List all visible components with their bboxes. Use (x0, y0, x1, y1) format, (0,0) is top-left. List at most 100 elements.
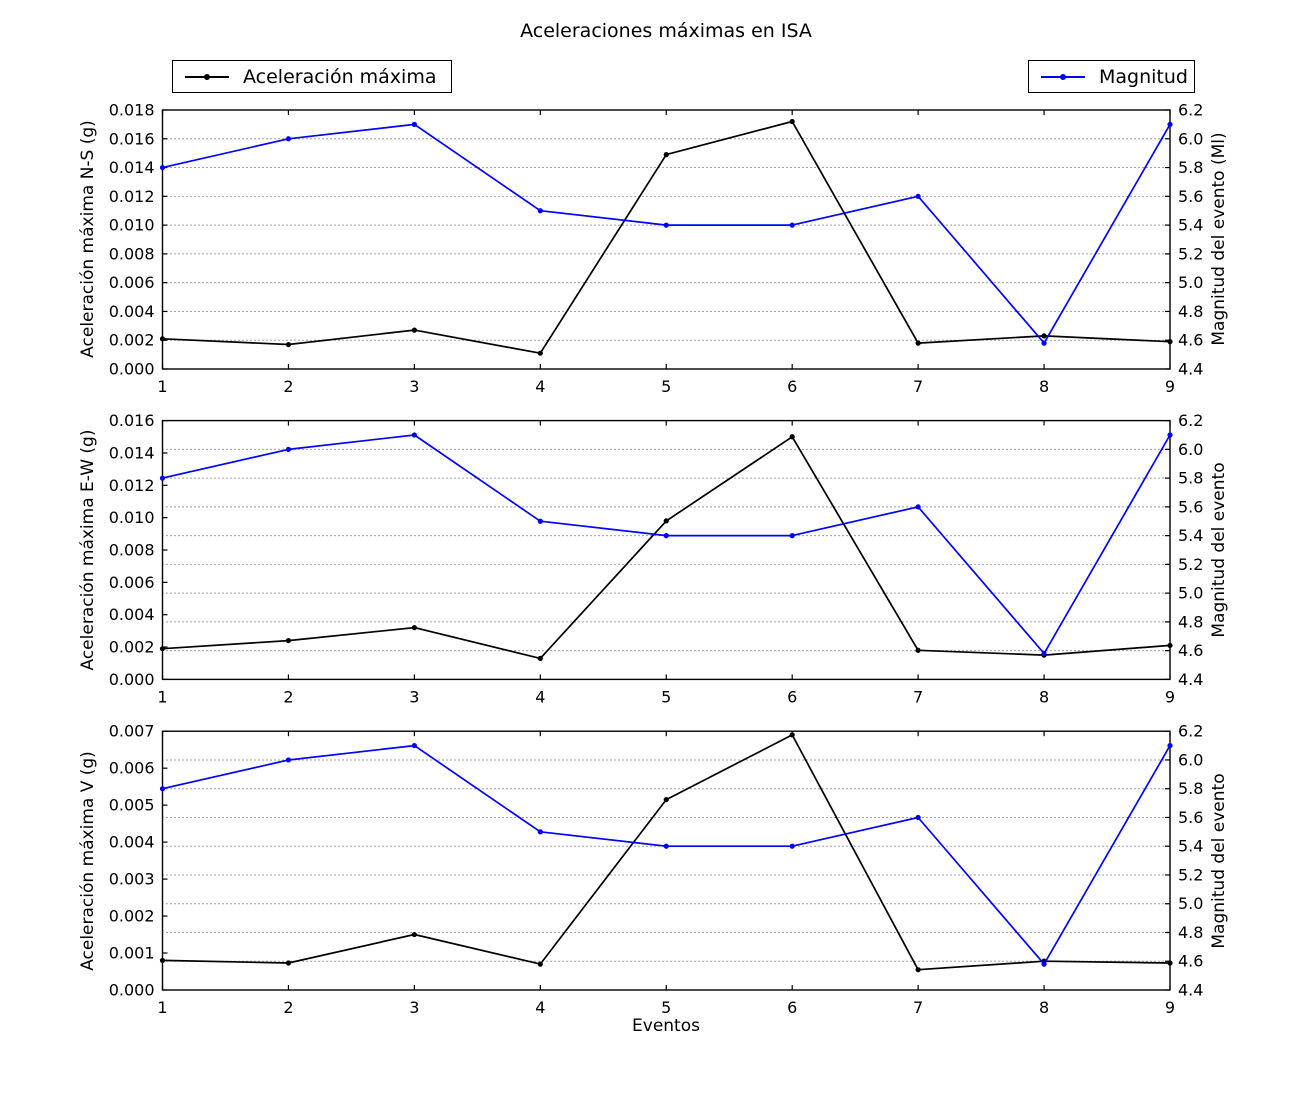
x-tick-label-ew: 1 (157, 687, 167, 706)
y-tick-label-left-v: 0.006 (109, 759, 155, 778)
y-tick-label-left-v: 0.000 (109, 981, 155, 1000)
magnitude-marker-ns (411, 121, 417, 127)
y-tick-label-right-ew: 4.4 (1178, 670, 1203, 689)
x-tick-label-ns: 2 (283, 377, 293, 396)
plot-border-ns (161, 109, 1171, 370)
y-tick-label-left-v: 0.001 (109, 944, 155, 963)
acceleration-marker-v (411, 931, 417, 938)
x-tick-label-ew: 7 (913, 687, 923, 706)
y-tick-label-left-ns: 0.014 (109, 158, 155, 177)
y-tick-label-left-v: 0.003 (109, 870, 155, 889)
acceleration-marker-v (915, 967, 921, 973)
acceleration-marker-ns (1167, 339, 1173, 345)
y-tick-label-right-ew: 6.0 (1178, 440, 1203, 459)
magnitude-marker-v (789, 843, 795, 849)
x-tick-label-ns: 1 (157, 377, 167, 396)
acceleration-marker-ew (915, 647, 921, 653)
y-tick-label-right-ns: 5.4 (1178, 216, 1203, 235)
y-tick-label-right-ew: 4.6 (1178, 641, 1203, 660)
acceleration-marker-ns (537, 350, 543, 356)
y-tick-label-left-ew: 0.004 (109, 605, 155, 624)
acceleration-marker-v (159, 957, 166, 964)
ylabel-left-ns: Aceleración máxima N-S (g) (78, 120, 98, 358)
magnitude-marker-ns (915, 193, 921, 199)
magnitude-marker-v (1041, 961, 1047, 967)
magnitude-line-v (162, 744, 1171, 965)
x-tick-label-ns: 5 (661, 377, 671, 396)
ylabel-left-v: Aceleración máxima V (g) (78, 751, 98, 971)
acceleration-marker-ew (1167, 642, 1173, 649)
magnitude-marker-v (537, 829, 543, 835)
y-tick-label-left-ns: 0.010 (109, 216, 155, 235)
chart-title: Aceleraciones máximas en ISA (520, 20, 812, 42)
magnitude-marker-ew (159, 475, 166, 481)
y-tick-label-right-ns: 4.4 (1178, 360, 1203, 379)
acceleration-marker-v (285, 960, 292, 966)
y-tick-label-left-ew: 0.016 (109, 411, 155, 430)
y-tick-label-right-v: 6.2 (1178, 722, 1203, 741)
x-tick-label-ew: 8 (1039, 687, 1049, 706)
legend-acceleration-label: Aceleración máxima (243, 65, 437, 88)
y-tick-label-right-ew: 5.4 (1178, 526, 1203, 545)
magnitude-marker-ns (663, 222, 669, 228)
xlabel-eventos: Eventos (632, 1016, 700, 1036)
magnitude-marker-v (915, 814, 921, 821)
magnitude-marker-ew (411, 432, 417, 438)
magnitude-marker-v (1167, 742, 1173, 749)
y-tick-label-left-ew: 0.014 (109, 443, 155, 462)
magnitude-line-ew (162, 434, 1171, 655)
x-tick-label-v: 4 (535, 998, 545, 1017)
magnitude-marker-ns (159, 164, 166, 171)
x-tick-label-ew: 2 (283, 687, 293, 706)
y-tick-label-left-ns: 0.018 (109, 101, 155, 120)
y-tick-label-right-ns: 6.0 (1178, 129, 1203, 148)
y-tick-label-right-ew: 5.8 (1178, 469, 1203, 488)
y-tick-label-right-ns: 5.0 (1178, 273, 1203, 292)
y-tick-label-left-ew: 0.000 (109, 670, 155, 689)
y-tick-label-left-ew: 0.010 (109, 508, 155, 527)
x-tick-label-ns: 3 (409, 377, 419, 396)
acceleration-marker-ew (285, 637, 292, 644)
acceleration-marker-ew (159, 646, 166, 652)
y-tick-label-right-ns: 4.8 (1178, 302, 1203, 321)
y-tick-label-right-v: 4.4 (1178, 981, 1203, 1000)
y-tick-label-right-ew: 5.0 (1178, 584, 1203, 603)
acceleration-marker-ns (1041, 333, 1047, 339)
acceleration-marker-v (789, 732, 795, 738)
acceleration-marker-ew (537, 655, 543, 661)
x-tick-label-ns: 9 (1165, 377, 1175, 396)
x-tick-label-ns: 6 (787, 377, 797, 396)
x-tick-label-v: 8 (1039, 998, 1049, 1017)
y-tick-label-left-v: 0.004 (109, 833, 155, 852)
ylabel-left-ew: Aceleración máxima E-W (g) (78, 429, 98, 671)
magnitude-marker-ew (285, 446, 292, 452)
magnitude-marker-ew (915, 504, 921, 510)
acceleration-marker-ns (159, 336, 166, 342)
y-tick-label-left-ew: 0.012 (109, 476, 155, 495)
magnitude-marker-ns (285, 136, 292, 142)
legend-magnitude-label: Magnitud (1099, 65, 1188, 88)
y-tick-label-right-ns: 5.6 (1178, 187, 1203, 206)
legend-magnitude: Magnitud (1028, 60, 1195, 93)
y-tick-label-left-ns: 0.002 (109, 331, 155, 350)
magnitude-marker-ew (789, 533, 795, 539)
x-tick-label-v: 2 (283, 998, 293, 1017)
y-tick-label-right-v: 5.2 (1178, 865, 1203, 884)
acceleration-marker-v (663, 796, 669, 803)
y-tick-label-left-v: 0.007 (109, 722, 155, 741)
x-tick-label-v: 9 (1165, 998, 1175, 1017)
y-tick-label-right-ew: 4.8 (1178, 612, 1203, 631)
magnitude-marker-ns (537, 208, 543, 214)
magnitude-marker-ew (663, 533, 669, 539)
legend-acceleration-line-icon (185, 73, 229, 80)
plot-border-v (161, 730, 1171, 991)
y-tick-label-left-ns: 0.008 (109, 244, 155, 263)
x-tick-label-v: 7 (913, 998, 923, 1017)
x-tick-label-v: 1 (157, 998, 167, 1017)
y-tick-label-right-v: 4.6 (1178, 952, 1203, 971)
x-tick-label-ns: 4 (535, 377, 545, 396)
y-tick-label-left-ns: 0.000 (109, 360, 155, 379)
acceleration-marker-ew (789, 434, 795, 440)
